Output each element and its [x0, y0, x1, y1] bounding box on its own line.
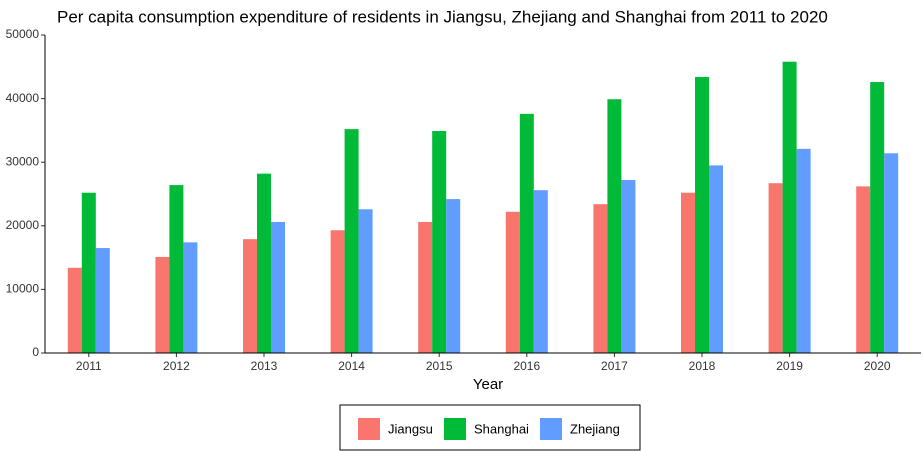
bar	[519, 113, 534, 353]
chart-title: Per capita consumption expenditure of re…	[57, 7, 828, 26]
bar	[95, 248, 110, 353]
bar	[533, 190, 548, 353]
y-tick-label: 10000	[6, 282, 40, 296]
bar	[870, 82, 885, 354]
bar	[155, 256, 170, 353]
legend-swatch	[358, 418, 380, 440]
x-tick-label: 2019	[776, 359, 803, 373]
x-tick-label: 2015	[426, 359, 453, 373]
y-tick-label: 50000	[6, 27, 40, 41]
bar	[81, 192, 96, 353]
y-tick-label: 0	[32, 345, 39, 359]
bar	[593, 204, 608, 353]
legend-label: Zhejiang	[570, 421, 620, 436]
legend-box	[339, 404, 641, 451]
x-tick-label: 2014	[338, 359, 365, 373]
bar	[446, 199, 461, 353]
bar	[330, 230, 345, 353]
bar	[257, 173, 271, 353]
legend-swatch	[540, 418, 562, 440]
x-tick-label: 2013	[251, 359, 278, 373]
x-tick-label: 2012	[163, 359, 190, 373]
bar	[856, 186, 871, 353]
bar	[243, 239, 257, 353]
bar	[505, 211, 520, 353]
y-tick-label: 20000	[6, 218, 40, 232]
x-tick-label: 2016	[513, 359, 540, 373]
bar	[183, 242, 198, 353]
bar	[67, 267, 82, 353]
bar	[884, 153, 899, 353]
bar	[621, 180, 636, 353]
bar	[418, 221, 433, 353]
bar	[358, 209, 373, 353]
y-tick-label: 40000	[6, 91, 40, 105]
legend-label: Jiangsu	[388, 421, 433, 436]
x-tick-label: 2020	[864, 359, 891, 373]
bar	[681, 192, 695, 353]
legend-label: Shanghai	[474, 421, 529, 436]
bar	[709, 165, 723, 353]
bar	[169, 185, 184, 353]
x-tick-label: 2017	[601, 359, 628, 373]
x-axis-title: Year	[473, 376, 503, 393]
y-tick-label: 30000	[6, 154, 40, 168]
bar	[782, 61, 797, 353]
bar	[695, 76, 709, 353]
bar	[344, 129, 359, 353]
legend-swatch	[444, 418, 466, 440]
bar	[432, 131, 447, 353]
bar	[768, 183, 783, 353]
x-tick-label: 2011	[76, 359, 102, 373]
bar	[607, 99, 622, 354]
bar	[271, 221, 285, 353]
bar	[796, 148, 811, 353]
x-tick-label: 2018	[689, 359, 716, 373]
